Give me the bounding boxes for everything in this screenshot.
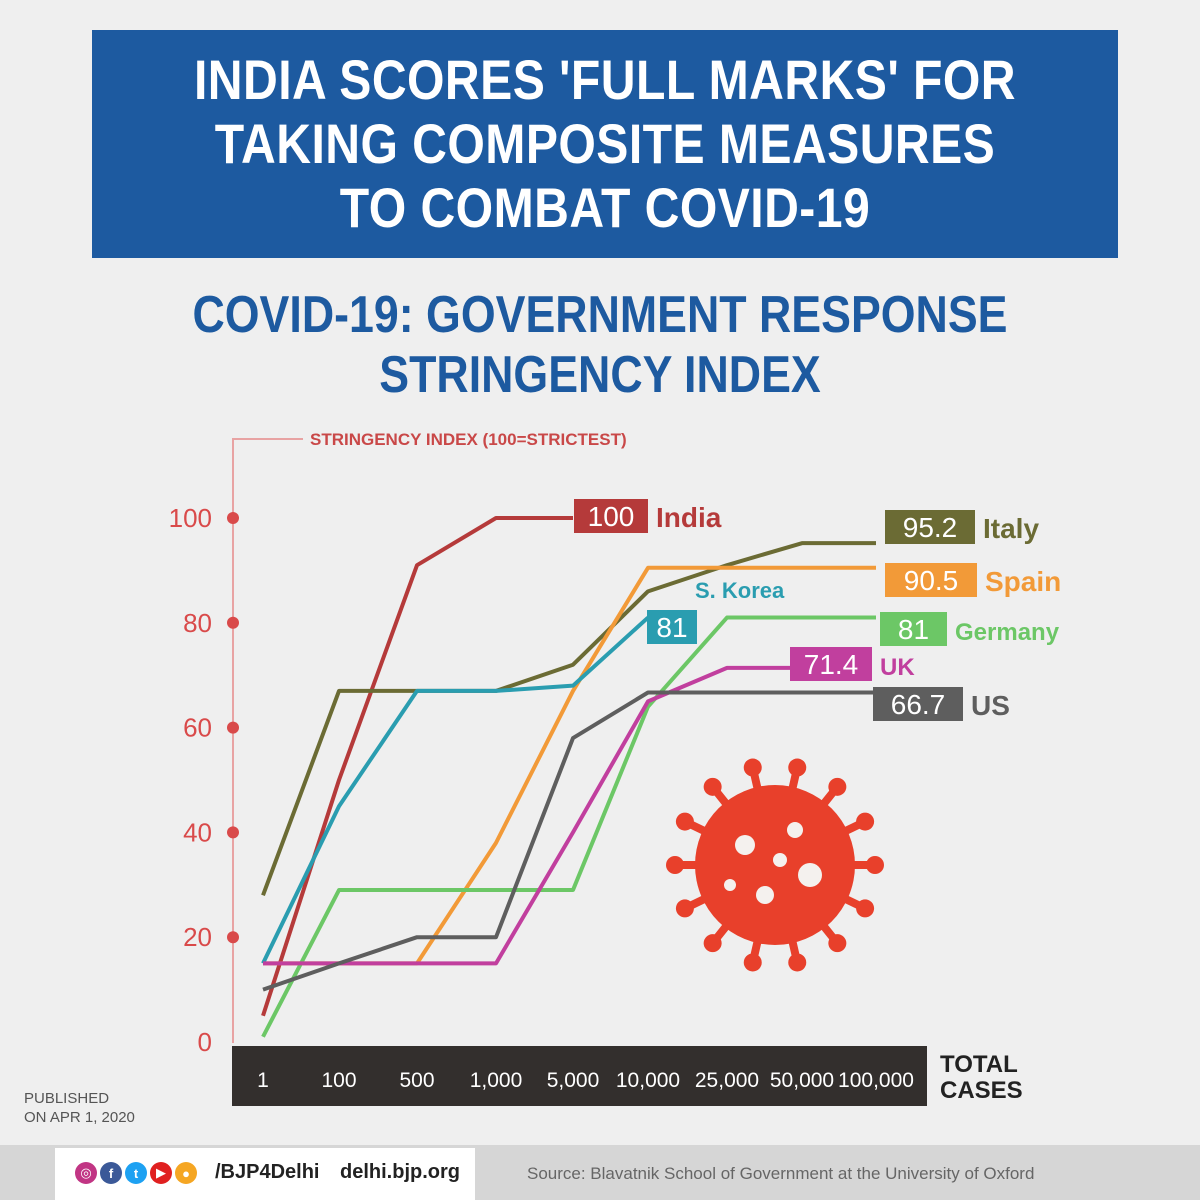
source-note: Source: Blavatnik School of Government a… xyxy=(527,1164,1035,1183)
value-label-skorea: 81 xyxy=(656,612,687,643)
website-link[interactable]: delhi.bjp.org xyxy=(340,1161,460,1183)
virus-spike-tip xyxy=(703,934,722,953)
virus-spike-tip xyxy=(828,934,847,953)
virus-spike-tip xyxy=(856,812,875,831)
virus-spot xyxy=(798,863,822,887)
y-tick-label: 100 xyxy=(169,503,212,533)
y-tick-dot xyxy=(227,512,239,524)
y-tick-dot xyxy=(227,721,239,734)
virus-spike-tip xyxy=(675,899,694,918)
x-tick-label: 1,000 xyxy=(470,1069,523,1092)
value-box-germany xyxy=(880,612,947,646)
y-tick-label: 20 xyxy=(183,922,212,952)
x-axis-label: TOTAL xyxy=(940,1051,1018,1078)
virus-spot xyxy=(773,853,787,867)
x-tick-label: 1 xyxy=(257,1069,269,1092)
virus-spike-tip xyxy=(666,856,684,874)
y-tick-label: 40 xyxy=(183,817,212,847)
y-tick-label: 60 xyxy=(183,713,212,743)
value-box-skorea xyxy=(647,610,697,644)
chart-title: COVID-19: GOVERNMENT RESPONSE STRINGENCY… xyxy=(60,285,1140,405)
social-icons: ◎ f t ▶ ● xyxy=(75,1162,197,1184)
headline-line-1: INDIA SCORES 'FULL MARKS' FOR xyxy=(194,48,1016,111)
x-tick-label: 100 xyxy=(321,1069,356,1092)
y-axis-label: STRINGENCY INDEX (100=STRICTEST) xyxy=(310,430,627,449)
series-line-uk xyxy=(263,665,802,966)
virus-spike-tip xyxy=(828,777,847,796)
x-tick-label: 25,000 xyxy=(695,1069,759,1092)
virus-spot xyxy=(724,879,736,891)
virus-spike-tip xyxy=(743,758,762,777)
facebook-icon[interactable]: f xyxy=(100,1162,122,1184)
y-tick-label: 80 xyxy=(183,608,212,638)
y-tick-dot xyxy=(227,616,239,629)
virus-spike-tip xyxy=(703,777,722,796)
virus-spike-tip xyxy=(856,899,875,918)
series-name-germany: Germany xyxy=(955,619,1060,646)
x-tick-label: 5,000 xyxy=(547,1069,600,1092)
virus-spike-tip xyxy=(743,953,762,972)
x-tick-label: 500 xyxy=(399,1069,434,1092)
value-label-us: 66.7 xyxy=(891,689,946,720)
stringency-chart: STRINGENCY INDEX (100=STRICTEST) 0 20 40 60 8… xyxy=(169,430,1061,1106)
x-axis-bar xyxy=(232,1046,927,1106)
value-label-germany: 81 xyxy=(898,614,929,645)
value-box-italy xyxy=(885,510,975,544)
virus-spot xyxy=(735,835,755,855)
series-line-italy xyxy=(261,541,876,896)
value-box-uk xyxy=(790,647,872,681)
series-line-skorea xyxy=(261,616,650,965)
virus-spike-tip xyxy=(675,812,694,831)
x-tick-label: 10,000 xyxy=(616,1069,680,1092)
chart-title-line-2: STRINGENCY INDEX xyxy=(379,346,821,404)
x-axis-label: CASES xyxy=(940,1077,1023,1104)
y-tick-label: 0 xyxy=(198,1027,212,1057)
published-note: PUBLISHED ON APR 1, 2020 xyxy=(24,1089,135,1127)
instagram-icon[interactable]: ◎ xyxy=(75,1162,97,1184)
social-handle[interactable]: /BJP4Delhi xyxy=(215,1161,320,1183)
chart-title-line-1: COVID-19: GOVERNMENT RESPONSE xyxy=(192,286,1008,344)
headline-banner: INDIA SCORES 'FULL MARKS' FOR TAKING COM… xyxy=(92,30,1118,258)
series-line-us xyxy=(262,690,876,992)
headline-line-2: TAKING COMPOSITE MEASURES xyxy=(214,112,996,175)
virus-spike-tip xyxy=(788,953,807,972)
x-tick-label: 50,000 xyxy=(770,1069,834,1092)
x-tick-label: 100,000 xyxy=(838,1069,914,1092)
series-name-spain: Spain xyxy=(985,566,1061,597)
published-line-2: ON APR 1, 2020 xyxy=(24,1109,135,1126)
series-name-india: India xyxy=(656,502,722,533)
series-name-uk: UK xyxy=(880,654,915,681)
value-box-us xyxy=(873,687,963,721)
value-box-india xyxy=(574,499,648,533)
value-box-spain xyxy=(885,563,977,597)
series-name-skorea: S. Korea xyxy=(695,578,785,603)
virus-spot xyxy=(787,822,803,838)
virus-icon xyxy=(695,785,855,945)
value-label-uk: 71.4 xyxy=(804,649,859,680)
twitter-icon[interactable]: t xyxy=(125,1162,147,1184)
y-tick-dot xyxy=(227,931,239,944)
value-label-spain: 90.5 xyxy=(904,565,959,596)
y-axis-line xyxy=(232,438,303,1043)
series-line-germany xyxy=(261,615,876,1038)
series-name-us: US xyxy=(971,690,1010,721)
y-tick-dot xyxy=(227,826,239,839)
youtube-icon[interactable]: ▶ xyxy=(150,1162,172,1184)
virus-spot xyxy=(756,886,774,904)
virus-spike-tip xyxy=(866,856,884,874)
series-name-italy: Italy xyxy=(983,513,1039,544)
virus-spike-tip xyxy=(788,758,807,777)
value-label-india: 100 xyxy=(588,501,635,532)
koo-icon[interactable]: ● xyxy=(175,1162,197,1184)
value-label-italy: 95.2 xyxy=(903,512,958,543)
headline-line-3: TO COMBAT COVID-19 xyxy=(339,176,871,239)
published-line-1: PUBLISHED xyxy=(24,1090,110,1107)
